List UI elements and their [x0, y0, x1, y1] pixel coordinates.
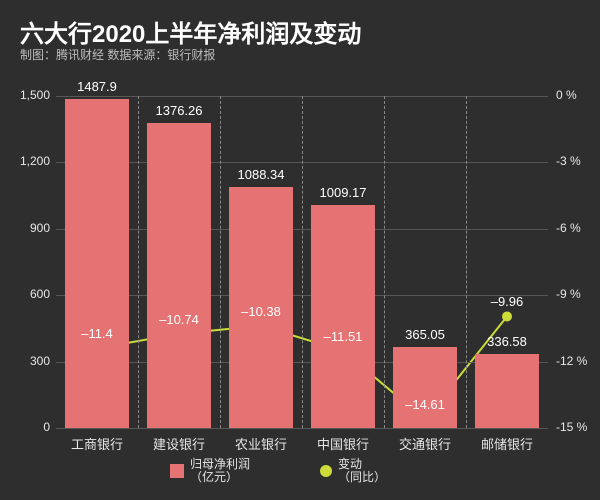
bar: [393, 347, 457, 428]
bar: [475, 354, 539, 428]
category-label: 中国银行: [317, 434, 369, 453]
bar: [311, 205, 375, 428]
plot-area: [56, 96, 548, 428]
yleft-tick-label: 1,200: [20, 154, 50, 168]
category-separator: [138, 96, 139, 428]
category-separator: [384, 96, 385, 428]
legend-bar: 归母净利润 （亿元）: [170, 458, 250, 484]
category-separator: [302, 96, 303, 428]
bar-value-label: 365.05: [405, 327, 445, 342]
line-value-label: –11.51: [324, 329, 363, 344]
yright-tick-label: -12 %: [556, 354, 587, 368]
legend-line-swatch: [320, 465, 332, 477]
category-label: 交通银行: [399, 434, 451, 453]
bar-value-label: 1376.26: [156, 103, 203, 118]
yleft-tick-label: 0: [43, 420, 50, 434]
gridline: [56, 428, 548, 429]
bar-value-label: 1487.9: [77, 79, 117, 94]
category-label: 邮储银行: [481, 434, 533, 453]
category-label: 农业银行: [235, 434, 287, 453]
yleft-tick-label: 300: [30, 354, 50, 368]
line-marker: [502, 311, 512, 321]
line-value-label: –10.38: [241, 304, 281, 319]
category-separator: [220, 96, 221, 428]
line-value-label: –9.96: [491, 294, 524, 309]
bar: [65, 99, 129, 428]
bar-value-label: 1088.34: [238, 167, 285, 182]
line-value-label: –14.61: [405, 397, 445, 412]
bar-value-label: 336.58: [487, 334, 527, 349]
yleft-tick-label: 1,500: [20, 88, 50, 102]
legend-line: 变动 （同比）: [320, 458, 386, 484]
category-separator: [466, 96, 467, 428]
legend-bar-swatch: [170, 464, 184, 478]
line-value-label: –10.74: [159, 312, 199, 327]
chart-subtitle: 制图：腾讯财经 数据来源：银行财报: [20, 46, 215, 63]
line-value-label: –11.4: [81, 326, 113, 341]
chart-title: 六大行2020上半年净利润及变动: [20, 14, 361, 49]
yright-tick-label: -6 %: [556, 221, 581, 235]
bank-profit-chart: 六大行2020上半年净利润及变动 制图：腾讯财经 数据来源：银行财报 归母净利润…: [0, 0, 600, 500]
yleft-tick-label: 900: [30, 221, 50, 235]
yright-tick-label: -3 %: [556, 154, 581, 168]
yright-tick-label: -9 %: [556, 287, 581, 301]
yright-tick-label: 0 %: [556, 88, 577, 102]
bar-value-label: 1009.17: [320, 185, 367, 200]
legend-line-label: 变动 （同比）: [338, 458, 386, 484]
yright-tick-label: -15 %: [556, 420, 587, 434]
category-label: 建设银行: [153, 434, 205, 453]
yleft-tick-label: 600: [30, 287, 50, 301]
category-label: 工商银行: [71, 434, 123, 453]
bar: [147, 123, 211, 428]
legend-bar-label: 归母净利润 （亿元）: [190, 458, 250, 484]
